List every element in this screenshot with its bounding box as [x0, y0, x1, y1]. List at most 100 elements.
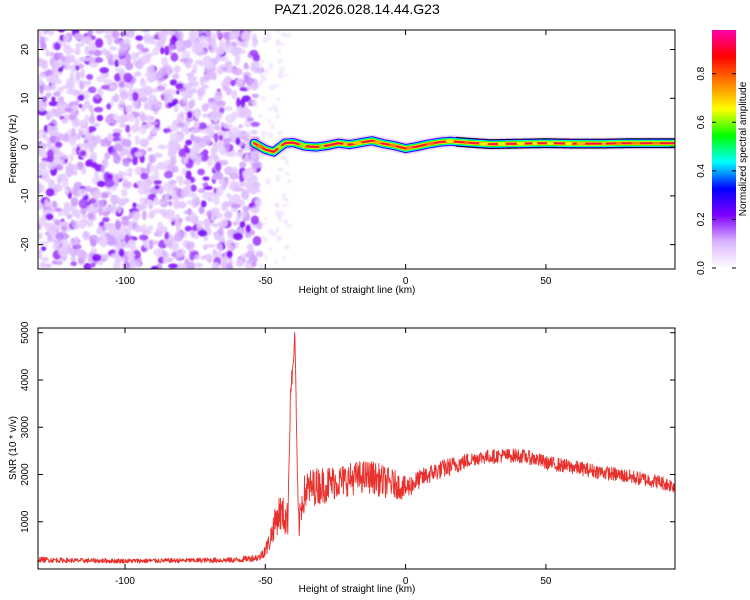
noise-blob	[153, 196, 159, 206]
noise-blob	[251, 93, 260, 99]
noise-blob	[89, 262, 96, 268]
noise-blob	[75, 214, 81, 220]
noise-blob	[38, 145, 45, 155]
noise-blob	[261, 221, 267, 225]
noise-blob	[224, 178, 229, 188]
noise-blob	[230, 46, 240, 56]
noise-blob	[134, 151, 143, 158]
noise-blob	[200, 151, 206, 157]
noise-blob	[175, 134, 183, 143]
noise-blob	[253, 187, 261, 193]
noise-blob	[189, 251, 195, 261]
noise-blob	[131, 210, 141, 220]
noise-blob	[93, 203, 99, 209]
noise-blob	[222, 137, 232, 144]
signal-blob	[352, 141, 363, 145]
noise-blob	[205, 243, 216, 248]
noise-blob	[200, 200, 207, 208]
noise-blob	[38, 102, 47, 112]
noise-blob	[212, 249, 219, 260]
noise-blob	[185, 139, 193, 146]
colorbar-ticks: 0.0 0.2 0.4 0.6 0.8	[696, 66, 736, 275]
noise-blob	[54, 109, 60, 118]
noise-blob	[49, 57, 55, 66]
noise-blob	[259, 58, 264, 64]
noise-blob	[201, 155, 207, 162]
noise-blob	[215, 161, 222, 171]
noise-blob	[47, 30, 55, 36]
noise-blob	[55, 232, 64, 241]
noise-blob	[278, 66, 286, 73]
noise-blob	[167, 212, 176, 222]
noise-blob	[226, 263, 233, 269]
noise-blob	[75, 71, 81, 80]
noise-blob	[221, 206, 229, 211]
noise-blob	[190, 230, 195, 238]
noise-blob	[219, 56, 229, 62]
snr-x-tick-label: -100	[115, 576, 135, 587]
noise-blob	[185, 62, 192, 69]
noise-blob	[112, 128, 123, 134]
noise-blob	[188, 100, 195, 108]
noise-blob	[51, 260, 58, 265]
noise-blob	[89, 152, 98, 161]
noise-blob	[135, 35, 144, 41]
noise-blob	[225, 44, 232, 54]
noise-blob	[225, 114, 235, 123]
noise-blob	[167, 102, 177, 107]
noise-blob	[276, 236, 280, 242]
noise-blob	[151, 240, 160, 245]
noise-blob	[253, 178, 259, 184]
noise-blob	[235, 258, 244, 268]
noise-blob	[114, 59, 120, 68]
noise-blob	[283, 218, 289, 225]
noise-blob	[121, 189, 128, 197]
signal-blob	[564, 142, 573, 146]
noise-blob	[220, 262, 228, 269]
noise-blob	[235, 215, 241, 222]
noise-blob	[241, 189, 250, 200]
noise-blob	[274, 258, 278, 265]
noise-blob	[50, 135, 60, 144]
noise-blob	[187, 111, 193, 119]
snr-y-label: SNR (10 * v/v)	[8, 416, 19, 480]
noise-blob	[125, 62, 134, 71]
signal-blob	[631, 141, 641, 145]
noise-blob	[201, 103, 209, 112]
noise-blob	[98, 206, 103, 217]
noise-blob	[212, 195, 220, 206]
noise-blob	[44, 199, 49, 208]
noise-blob	[153, 180, 162, 185]
snr-x-tick-label: 50	[540, 576, 552, 587]
noise-blob	[251, 262, 257, 267]
noise-blob	[123, 37, 131, 45]
noise-blob	[225, 61, 232, 67]
noise-blob	[222, 44, 227, 52]
noise-blob	[242, 170, 250, 179]
noise-blob	[257, 63, 263, 70]
noise-blob	[191, 128, 200, 134]
signal-blob	[445, 139, 455, 143]
noise-blob	[120, 42, 127, 53]
noise-blob	[95, 30, 105, 34]
noise-blob	[49, 109, 55, 118]
noise-blob	[47, 162, 57, 170]
noise-blob	[271, 231, 277, 237]
noise-blob	[196, 41, 202, 50]
noise-blob	[231, 203, 241, 209]
noise-blob	[58, 86, 64, 94]
noise-blob	[38, 183, 45, 193]
noise-blob	[67, 81, 75, 91]
noise-blob	[267, 118, 272, 123]
noise-blob	[101, 229, 107, 240]
noise-blob	[109, 84, 116, 89]
noise-blob	[180, 188, 189, 198]
noise-blob	[63, 204, 73, 213]
noise-blob	[211, 262, 220, 269]
spectrogram-panel: -100 -50 0 50 20 10 0 -10 -20 Height of straigh…	[8, 29, 676, 296]
noise-blob	[192, 136, 202, 143]
noise-blob	[140, 172, 149, 180]
signal-blob	[464, 141, 470, 144]
noise-blob	[139, 138, 150, 147]
noise-blob	[268, 62, 274, 70]
